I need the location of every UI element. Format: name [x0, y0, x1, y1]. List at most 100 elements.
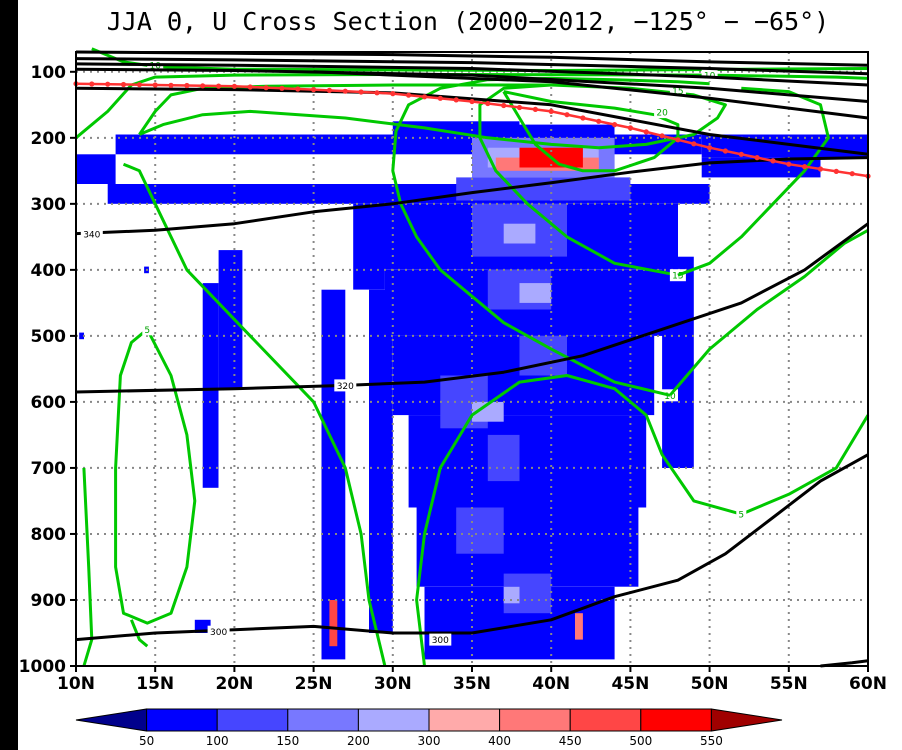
tropopause-marker: [437, 95, 443, 101]
contour-θ-1: [75, 57, 869, 76]
contour-u-1: [75, 72, 869, 139]
colorbar-swatch-7: [569, 708, 642, 732]
colorbar-label: 400: [488, 734, 511, 748]
y-tick-label: 500: [31, 327, 67, 347]
tropopause-marker: [469, 98, 475, 105]
tropopause-marker: [105, 81, 111, 87]
contour-label-bg: [736, 508, 747, 521]
colorbar-swatch-8: [640, 708, 712, 732]
contour-θ-4: [313, 70, 869, 120]
x-tick-label: 15N: [136, 674, 174, 694]
tropopause-marker: [564, 112, 570, 118]
x-tick-label: 20N: [215, 674, 253, 694]
shaded-cell-13: [353, 203, 385, 290]
tropopause-marker: [754, 155, 760, 161]
contour-u-12: [415, 374, 870, 667]
tropopause-marker: [421, 94, 428, 100]
tropopause-marker: [691, 141, 697, 147]
contour-θ-3: [75, 67, 869, 103]
shaded-cell-11: [416, 507, 639, 587]
contour-θ-5: [75, 86, 869, 156]
tropopause-marker: [390, 91, 396, 97]
shaded-cell-21: [662, 256, 694, 468]
y-tick-label: 400: [31, 261, 67, 281]
x-tick-label: 50N: [691, 674, 729, 694]
shaded-cell-33: [519, 283, 552, 303]
shaded-cell-20: [79, 332, 84, 340]
tropopause-marker: [120, 81, 127, 88]
colorbar-label: 500: [629, 734, 652, 748]
colorbar-swatch-9: [710, 708, 783, 732]
shaded-cell-35: [503, 586, 520, 604]
contour-label-bg: [334, 379, 357, 392]
colorbar-swatch-2: [216, 708, 289, 732]
contour-label-bg: [429, 633, 452, 646]
shaded-cell-3: [392, 121, 520, 135]
tropopause-marker: [722, 148, 729, 154]
x-tick-label: 45N: [611, 674, 649, 694]
contour-u-6: [130, 619, 149, 648]
contour-u-4: [114, 328, 197, 625]
colorbar-label: 300: [418, 734, 441, 748]
tropopause-marker: [659, 133, 665, 139]
tropopause-marker: [263, 85, 269, 91]
shaded-cell-32: [503, 223, 536, 244]
x-tick-label: 35N: [453, 674, 491, 694]
colorbar-swatch-6: [499, 708, 571, 732]
contour-label-θ: 300: [432, 636, 449, 646]
tropopause-marker: [532, 106, 539, 112]
contour-label-u: 10: [149, 62, 161, 72]
y-tick-label: 100: [31, 63, 67, 83]
contour-u-9: [668, 228, 869, 397]
tropopause-marker: [216, 83, 222, 89]
contour-label-u: 15: [672, 87, 683, 97]
tropopause-marker: [786, 161, 792, 167]
contour-u-5: [82, 467, 94, 667]
shaded-cell-38: [329, 600, 338, 647]
tropopause-marker: [627, 125, 634, 131]
x-tick-label: 55N: [770, 674, 808, 694]
shaded-cell-1: [76, 154, 116, 184]
tropopause-marker: [453, 97, 459, 103]
tropopause-marker: [833, 168, 839, 174]
colorbar-label: 150: [276, 734, 299, 748]
shaded-cell-39: [575, 613, 583, 640]
tropopause-marker: [802, 164, 808, 170]
contour-label-bg: [654, 106, 671, 119]
x-tick-label: 60N: [849, 674, 887, 694]
y-tick-label: 600: [31, 393, 67, 413]
tropopause-marker: [612, 122, 618, 128]
y-tick-label: 200: [31, 129, 67, 149]
tropopause-marker: [231, 83, 237, 89]
tropopause-marker: [374, 90, 380, 96]
tropopause-marker: [168, 82, 174, 88]
contour-θ-7: [75, 222, 869, 394]
tropopause-marker: [738, 151, 744, 157]
tropopause-marker: [675, 137, 681, 143]
x-tick-label: 10N: [57, 674, 95, 694]
contour-θ-10: [820, 659, 869, 668]
contour-label-θ: 340: [83, 231, 100, 241]
shaded-cell-4: [519, 124, 615, 135]
contour-label-u: 15: [672, 272, 683, 282]
x-tick-label: 40N: [532, 674, 570, 694]
y-axis: 100 200 300 400 500 600 700 800 900 1000: [19, 63, 76, 677]
tropopause-marker: [279, 85, 285, 91]
colorbar-label: 450: [559, 734, 582, 748]
tropopause-marker: [295, 86, 301, 92]
tropopause-marker: [326, 87, 332, 93]
tropopause-marker: [643, 129, 649, 135]
tropopause-marker: [342, 88, 348, 94]
tropopause-marker: [200, 83, 206, 89]
y-tick-label: 300: [31, 195, 67, 215]
tropopause-marker: [707, 145, 713, 151]
shaded-cell-15: [369, 289, 393, 633]
tropopause-marker: [152, 82, 158, 88]
tropopause-marker: [485, 100, 491, 107]
shaded-cell-17: [202, 283, 219, 488]
x-axis: 10N 15N 20N 25N 30N 35N 40N 45N 50N 55N 60N: [57, 666, 887, 694]
y-tick-label: 1000: [19, 657, 66, 677]
colorbar-swatch-4: [357, 708, 430, 732]
